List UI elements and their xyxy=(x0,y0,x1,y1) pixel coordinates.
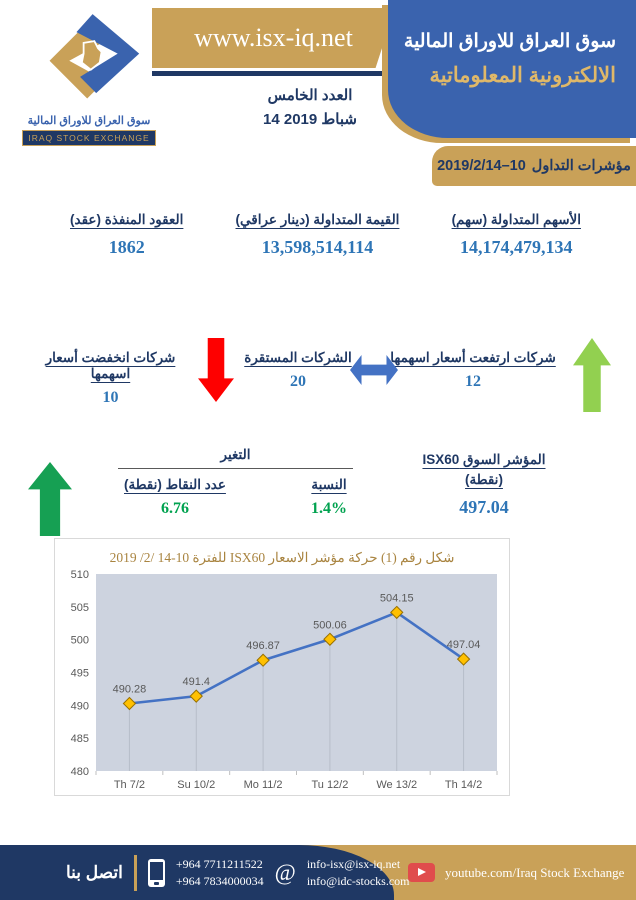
chart-title: شكل رقم (1) حركة مؤشر الاسعار ISX60 للفت… xyxy=(109,550,455,565)
svg-text:505: 505 xyxy=(71,602,89,614)
svg-text:485: 485 xyxy=(71,733,89,745)
isx60-value: 497.04 xyxy=(459,497,509,517)
footer-contact-block: اتصل بنا +964 7711211522 +964 7834000034… xyxy=(66,845,410,900)
trading-indicators-ribbon: 2019/2/14–10 مؤشرات التداول xyxy=(432,146,636,186)
change-points: عدد النقاط (نقطة) 6.76 xyxy=(124,477,226,518)
stat-traded-value-value: 13,598,514,114 xyxy=(261,237,374,257)
phone-icon xyxy=(147,858,165,887)
website-banner[interactable]: www.isx-iq.net xyxy=(152,8,395,68)
svg-text:510: 510 xyxy=(71,569,89,581)
companies-down-label: شركات انخفضت أسعار اسهمها xyxy=(45,350,176,381)
svg-text:500: 500 xyxy=(71,635,89,647)
svg-text:490: 490 xyxy=(71,700,89,712)
footer-youtube-block: youtube.com/Iraq Stock Exchange xyxy=(408,845,624,900)
svg-text:Tu 12/2: Tu 12/2 xyxy=(311,779,348,790)
companies-up: شركات ارتفعت أسعار اسهمها 12 xyxy=(388,350,558,391)
stat-executed-contracts-value: 1862 xyxy=(108,237,145,257)
masthead-title-line1: سوق العراق للاوراق المالية xyxy=(403,31,616,52)
index-up-arrow-icon xyxy=(28,462,72,536)
companies-up-label: شركات ارتفعت أسعار اسهمها xyxy=(390,350,556,365)
isx60-block: المؤشر السوق ISX60 (نقطة) 497.04 xyxy=(394,452,574,518)
masthead-title-line2: الالكترونية المعلوماتية xyxy=(429,64,616,87)
movers-row: شركات ارتفعت أسعار اسهمها 12 الشركات الم… xyxy=(0,338,636,423)
change-columns: النسبة 1.4% عدد النقاط (نقطة) 6.76 xyxy=(118,477,353,518)
phone-number-1: +964 7711211522 xyxy=(175,856,263,871)
phone-numbers: +964 7711211522 +964 7834000034 xyxy=(176,857,264,889)
svg-text:Su 10/2: Su 10/2 xyxy=(177,779,215,790)
companies-down-value: 10 xyxy=(102,389,119,406)
companies-stable: الشركات المستقرة 20 xyxy=(238,350,358,391)
logo-caption-arabic: سوق العراق للاوراق المالية xyxy=(27,115,151,127)
svg-text:500.06: 500.06 xyxy=(313,619,347,631)
companies-stable-label: الشركات المستقرة xyxy=(244,350,352,365)
svg-text:497.04: 497.04 xyxy=(447,639,481,651)
stat-traded-value-label: القيمة المتداولة (دينار عراقي) xyxy=(235,212,400,227)
svg-text:Th 7/2: Th 7/2 xyxy=(114,779,145,790)
contact-us-label: اتصل بنا xyxy=(66,862,123,882)
svg-text:We 13/2: We 13/2 xyxy=(376,779,417,790)
isx60-label: المؤشر السوق ISX60 xyxy=(422,452,546,467)
svg-text:496.87: 496.87 xyxy=(246,640,280,652)
isx-logo-icon xyxy=(49,14,140,99)
stat-traded-shares: الأسهم المتداولة (سهم) 14,174,479,134 xyxy=(452,212,581,258)
svg-text:504.15: 504.15 xyxy=(380,592,414,604)
footer-divider xyxy=(133,854,137,891)
change-percent-label: النسبة xyxy=(311,477,347,492)
svg-text:Th 14/2: Th 14/2 xyxy=(445,779,482,790)
change-title-row: التغير xyxy=(118,446,353,469)
companies-down: شركات انخفضت أسعار اسهمها 10 xyxy=(28,350,193,407)
change-percent-value: 1.4% xyxy=(311,500,347,517)
masthead-panel: سوق العراق للاوراق المالية الالكترونية ا… xyxy=(388,0,636,138)
index-section: المؤشر السوق ISX60 (نقطة) 497.04 التغير … xyxy=(0,446,636,551)
stats-row: الأسهم المتداولة (سهم) 14,174,479,134 ال… xyxy=(0,212,636,258)
companies-stable-value: 20 xyxy=(290,373,306,390)
youtube-link[interactable]: youtube.com/Iraq Stock Exchange xyxy=(445,864,625,880)
email-address-2[interactable]: info@idc-stocks.com xyxy=(306,873,410,888)
header-divider-bar xyxy=(152,71,399,76)
change-block: التغير النسبة 1.4% عدد النقاط (نقطة) 6.7… xyxy=(118,446,353,518)
isx60-unit-label: (نقطة) xyxy=(465,472,503,487)
isx60-chart-card: شكل رقم (1) حركة مؤشر الاسعار ISX60 للفت… xyxy=(54,538,510,796)
footer: اتصل بنا +964 7711211522 +964 7834000034… xyxy=(0,845,636,900)
issue-number: العدد الخامس xyxy=(267,87,353,104)
change-title: التغير xyxy=(220,447,251,462)
stat-executed-contracts-label: العقود المنفذة (عقد) xyxy=(70,212,184,227)
change-percent: النسبة 1.4% xyxy=(311,477,347,518)
ribbon-label: مؤشرات التداول xyxy=(531,158,631,174)
issue-date: 14 شباط 2019 xyxy=(263,111,357,128)
svg-text:480: 480 xyxy=(71,766,89,778)
phone-number-2: +964 7834000034 xyxy=(175,873,264,888)
change-points-label: عدد النقاط (نقطة) xyxy=(124,477,226,492)
stat-traded-shares-label: الأسهم المتداولة (سهم) xyxy=(451,212,581,227)
footer-navy-panel xyxy=(0,845,394,900)
logo-caption-english: IRAQ STOCK EXCHANGE xyxy=(22,130,156,146)
svg-text:490.28: 490.28 xyxy=(113,683,147,695)
email-address-1[interactable]: info-isx@isx-iq.net xyxy=(306,856,401,871)
svg-text:Mo 11/2: Mo 11/2 xyxy=(244,779,283,790)
stat-executed-contracts: العقود المنفذة (عقد) 1862 xyxy=(70,212,183,258)
change-points-value: 6.76 xyxy=(160,500,189,517)
stat-traded-shares-value: 14,174,479,134 xyxy=(460,237,573,257)
svg-text:491.4: 491.4 xyxy=(182,676,210,688)
isx60-line-chart: 480 485 490 495 500 505 510 490.28 491.4 496.87 50… xyxy=(71,569,498,791)
svg-text:495: 495 xyxy=(71,668,89,680)
stat-traded-value: القيمة المتداولة (دينار عراقي) 13,598,51… xyxy=(236,212,400,258)
email-at-icon: @ xyxy=(274,859,296,885)
issue-block: العدد الخامس 14 شباط 2019 xyxy=(230,84,390,132)
up-arrow-icon xyxy=(573,338,611,412)
email-addresses: info-isx@isx-iq.net info@idc-stocks.com xyxy=(307,857,410,889)
ribbon-date-range: 2019/2/14–10 xyxy=(437,158,526,174)
youtube-icon xyxy=(408,863,435,882)
companies-up-value: 12 xyxy=(465,373,481,390)
down-arrow-icon xyxy=(198,338,234,402)
isx-logo-block: سوق العراق للاوراق المالية IRAQ STOCK EX… xyxy=(22,12,156,146)
